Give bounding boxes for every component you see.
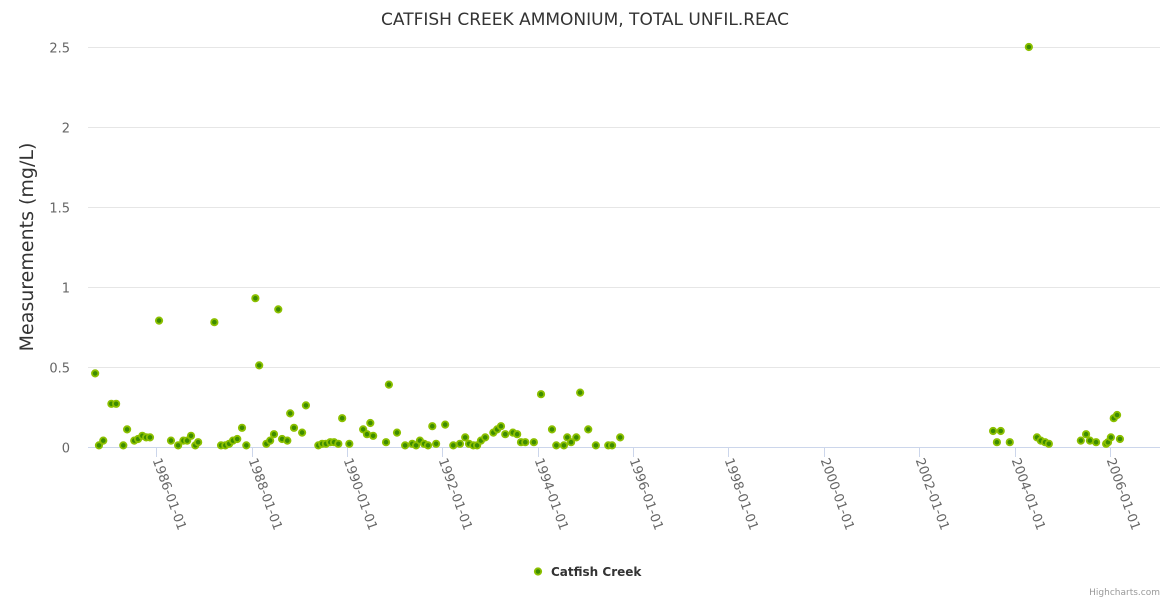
data-point[interactable] [584,425,593,434]
series-points [91,42,1125,450]
y-axis-label: Measurements (mg/L) [16,143,38,352]
data-point[interactable] [552,441,561,450]
x-tick-label: 2002-01-01 [912,456,952,532]
data-point[interactable] [1112,410,1122,420]
data-point[interactable] [381,438,391,447]
data-point[interactable] [992,438,1002,447]
data-point[interactable] [455,439,465,448]
data-point[interactable] [174,441,183,450]
y-tick-label: 1.5 [49,202,70,217]
legend-item-catfish-creek[interactable]: Catfish Creek [533,565,643,579]
data-point[interactable] [547,425,557,434]
data-point[interactable] [521,438,530,447]
data-point[interactable] [428,422,437,431]
x-tick-label: 1996-01-01 [626,456,666,532]
legend-marker-icon [533,567,543,576]
data-point[interactable] [441,420,450,429]
x-tick-label: 1994-01-01 [531,456,571,532]
x-axis-ticks: 1986-01-01 1988-01-01 1990-01-01 1992-01-01… [149,447,1143,532]
data-point[interactable] [269,430,279,439]
data-point[interactable] [988,426,998,436]
data-point[interactable] [233,434,242,444]
data-point[interactable] [283,436,292,445]
data-point[interactable] [384,380,394,389]
data-point[interactable] [99,436,108,445]
data-point[interactable] [334,439,343,448]
data-point[interactable] [274,305,283,314]
credits-link[interactable]: Highcharts.com [1089,588,1160,598]
data-point[interactable] [616,433,625,442]
legend-label: Catfish Creek [551,565,642,579]
data-point[interactable] [481,433,490,442]
data-point[interactable] [237,423,247,432]
data-point[interactable] [1044,439,1053,448]
data-point[interactable] [513,430,522,439]
data-point[interactable] [432,439,441,448]
data-point[interactable] [251,294,260,303]
data-point[interactable] [559,441,569,450]
data-point[interactable] [145,433,155,442]
y-tick-label: 0 [62,442,70,457]
y-tick-label: 2.5 [49,42,70,57]
data-point[interactable] [996,426,1005,436]
y-tick-label: 0.5 [49,362,70,377]
data-point[interactable] [1005,438,1014,447]
x-tick-label: 2006-01-01 [1103,456,1143,532]
data-point[interactable] [94,441,104,450]
data-point[interactable] [186,431,196,440]
data-point[interactable] [591,441,600,450]
data-point[interactable] [576,388,585,397]
data-point[interactable] [501,430,510,439]
grid-lines [88,47,1160,368]
data-point[interactable] [298,428,307,437]
x-tick-label: 1992-01-01 [435,456,475,532]
data-point[interactable] [461,433,470,442]
data-point[interactable] [1091,438,1101,447]
data-point[interactable] [392,428,402,437]
data-point[interactable] [1115,434,1125,444]
x-tick-label: 1990-01-01 [340,456,380,532]
data-point[interactable] [449,441,458,450]
data-point[interactable] [536,390,546,399]
data-point[interactable] [423,441,433,450]
chart-title: CATFISH CREEK AMMONIUM, TOTAL UNFIL.REAC [381,10,789,30]
data-point[interactable] [242,441,251,450]
data-point[interactable] [1081,430,1091,439]
data-point[interactable] [255,361,264,370]
data-point[interactable] [572,433,581,442]
data-point[interactable] [607,441,617,450]
data-point[interactable] [166,436,176,445]
data-point[interactable] [194,438,203,447]
data-point[interactable] [1024,42,1033,52]
data-point[interactable] [345,439,354,448]
x-tick-label: 1986-01-01 [149,456,189,532]
data-point[interactable] [529,438,538,447]
data-point[interactable] [1106,433,1115,442]
data-point[interactable] [289,423,299,432]
data-point[interactable] [112,399,121,408]
data-point[interactable] [366,418,375,428]
data-point[interactable] [210,318,219,327]
x-tick-label: 1988-01-01 [245,456,285,532]
data-point[interactable] [123,425,132,434]
data-point[interactable] [266,436,275,445]
data-point[interactable] [91,369,100,378]
y-axis-ticks: 0 0.5 1 1.5 2 2.5 [49,42,70,457]
data-point[interactable] [154,316,164,325]
y-tick-label: 1 [62,282,70,297]
data-point[interactable] [119,441,128,450]
data-point[interactable] [369,431,378,440]
data-point[interactable] [338,414,347,423]
x-tick-label: 1998-01-01 [721,456,761,532]
y-tick-label: 2 [62,122,70,137]
x-tick-label: 2000-01-01 [817,456,857,532]
data-point[interactable] [566,438,576,447]
data-point[interactable] [286,409,295,418]
data-point[interactable] [1076,436,1085,445]
x-tick-label: 2004-01-01 [1008,456,1048,532]
data-point[interactable] [496,422,506,431]
data-point[interactable] [301,401,311,410]
data-point[interactable] [401,441,410,450]
